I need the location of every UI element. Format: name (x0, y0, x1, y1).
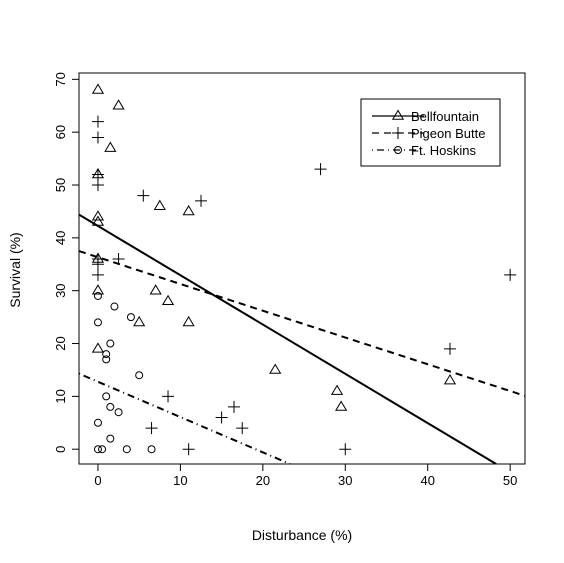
point-ft-hoskins (102, 392, 111, 401)
point-ft-hoskins (102, 350, 111, 359)
point-ft-hoskins (147, 445, 156, 454)
point-bellfountain (104, 141, 117, 152)
y-tick-label: 10 (53, 389, 68, 403)
point-ft-hoskins (126, 313, 135, 322)
point-pigeon-butte (504, 268, 517, 281)
point-pigeon-butte (339, 443, 352, 456)
point-pigeon-butte (314, 163, 327, 176)
point-ft-hoskins (102, 355, 111, 364)
x-tick-label: 30 (338, 473, 352, 488)
point-pigeon-butte (137, 189, 150, 202)
point-pigeon-butte (91, 179, 104, 192)
point-bellfountain (335, 400, 348, 411)
point-pigeon-butte (91, 168, 104, 181)
x-axis-title: Disturbance (%) (252, 527, 352, 543)
y-tick-label: 40 (53, 231, 68, 245)
y-tick-label: 0 (53, 446, 68, 453)
point-bellfountain (91, 215, 105, 226)
point-ft-hoskins (135, 371, 144, 380)
y-axis-title: Survival (%) (7, 232, 23, 307)
fit-lines (79, 213, 525, 464)
point-pigeon-butte (227, 400, 240, 413)
point-pigeon-butte (182, 443, 195, 456)
legend-label-bellfountain: Bellfountain (411, 109, 479, 124)
point-bellfountain (91, 83, 105, 94)
x-axis: 0 10 20 30 40 50 (94, 464, 517, 488)
y-axis: 0 10 20 30 40 50 60 70 (53, 72, 79, 453)
point-pigeon-butte (443, 342, 456, 355)
point-ft-hoskins (93, 318, 102, 327)
point-bellfountain (112, 99, 125, 110)
point-pigeon-butte (236, 422, 249, 435)
x-tick-label: 20 (256, 473, 270, 488)
legend-label-ft-hoskins: Ft. Hoskins (411, 143, 477, 158)
point-ft-hoskins (106, 339, 115, 348)
point-ft-hoskins (93, 445, 102, 454)
point-ft-hoskins (106, 434, 115, 443)
legend-marker-ft-hoskins (394, 146, 402, 154)
y-tick-label: 30 (53, 283, 68, 297)
point-pigeon-butte (112, 252, 125, 265)
point-bellfountain (149, 284, 162, 295)
point-ft-hoskins (93, 291, 102, 300)
point-bellfountain (91, 210, 105, 221)
point-ft-hoskins (106, 402, 115, 411)
point-pigeon-butte (195, 194, 208, 207)
point-bellfountain (330, 384, 344, 395)
point-pigeon-butte (145, 422, 158, 435)
fit-line-ft-hoskins (79, 372, 291, 464)
legend-marker-pigeon-butte (392, 127, 404, 139)
y-tick-label: 20 (53, 336, 68, 350)
point-ft-hoskins (98, 445, 107, 454)
point-bellfountain (153, 199, 166, 210)
point-bellfountain (133, 315, 146, 327)
point-ft-hoskins (93, 418, 102, 427)
point-ft-hoskins (114, 408, 123, 417)
x-tick-label: 50 (503, 473, 517, 488)
point-pigeon-butte (215, 411, 228, 424)
point-pigeon-butte (91, 258, 104, 271)
point-pigeon-butte (91, 115, 104, 128)
point-pigeon-butte (91, 268, 104, 281)
plot-frame (78, 72, 526, 465)
point-pigeon-butte (162, 390, 175, 403)
x-tick-label: 40 (420, 473, 434, 488)
point-bellfountain (91, 284, 105, 295)
legend-label-pigeon-butte: Pigeon Butte (411, 126, 485, 141)
point-bellfountain (91, 342, 105, 353)
point-bellfountain (182, 315, 195, 327)
point-bellfountain (182, 204, 195, 216)
y-tick-label: 70 (53, 72, 68, 86)
legend: Bellfountain Pigeon Butte Ft. Hoskins (360, 98, 501, 167)
point-ft-hoskins (122, 445, 131, 454)
legend-marker-bellfountain (391, 109, 405, 120)
y-tick-label: 60 (53, 125, 68, 139)
point-pigeon-butte (91, 131, 104, 144)
fit-line-pigeon-butte (79, 250, 525, 397)
point-bellfountain (443, 374, 457, 385)
data-points (91, 83, 517, 456)
x-tick-label: 10 (173, 473, 187, 488)
point-bellfountain (161, 294, 175, 306)
y-tick-label: 50 (53, 178, 68, 192)
fit-line-bellfountain (79, 213, 497, 464)
point-ft-hoskins (110, 302, 119, 311)
point-bellfountain (269, 363, 282, 374)
x-tick-label: 0 (94, 473, 101, 488)
